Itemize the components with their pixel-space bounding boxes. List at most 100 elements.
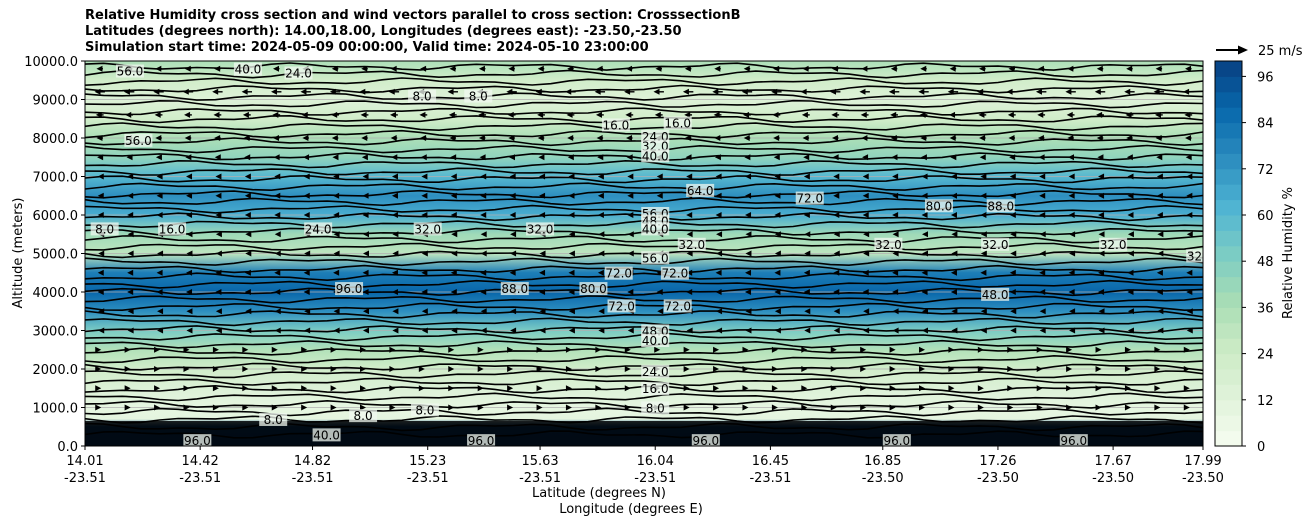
wind-vector-head [215, 231, 222, 238]
contour-label: 32.0 [527, 222, 554, 236]
wind-vector-head [97, 192, 104, 199]
wind-vector-head [127, 327, 134, 334]
contour-label: 80.0 [926, 199, 953, 213]
wind-vector-head [127, 192, 134, 199]
wind-vector-head [389, 385, 396, 392]
wind-vector-head [771, 366, 778, 372]
wind-vector-head [891, 154, 898, 161]
y-tick-label: 8000.0 [33, 132, 79, 147]
contour-label-bg [641, 149, 670, 163]
wind-vector-head [686, 173, 693, 180]
wind-vector-head [686, 269, 693, 276]
colorbar-tick-label: 24 [1257, 348, 1274, 363]
contour-label: 72.0 [796, 192, 823, 206]
y-tick-label: 7000.0 [33, 171, 79, 186]
wind-vector-head [1039, 289, 1046, 295]
wind-vector-head [1185, 154, 1192, 161]
wind-vector-head [242, 366, 249, 372]
wind-vector-head [157, 327, 164, 334]
wind-vector-head [1098, 327, 1105, 334]
wind-vector-head [684, 111, 691, 118]
contour-label-bg [183, 434, 212, 446]
wind-vector-head [654, 111, 661, 118]
wind-vector-head [330, 346, 337, 353]
contour-line [85, 77, 1203, 87]
wind-vector-head [1098, 173, 1105, 180]
wind-vector-head [539, 308, 546, 315]
colorbar-ticks: 0 12 24 36 48 60 72 84 96 [1242, 70, 1274, 455]
wind-vector-head [1127, 250, 1134, 257]
wind-vector-head [713, 366, 720, 372]
contour-label-bg [607, 299, 636, 313]
wind-vector-head [508, 135, 515, 141]
wind-vector-head [95, 385, 102, 392]
contour-label: 56.0 [125, 134, 152, 148]
colorbar-bands [1215, 61, 1242, 447]
wind-vector-head [1068, 154, 1075, 161]
wind-vector-head [539, 327, 546, 334]
wind-vector-head [390, 111, 397, 118]
wind-vector-head [244, 289, 251, 295]
y-tick-label: 2000.0 [33, 363, 79, 378]
wind-vector-head [597, 192, 604, 199]
wind-vector-head [833, 173, 840, 180]
wind-vector-head [391, 173, 398, 180]
wind-vector-head [1155, 65, 1162, 72]
wind-vector-head [124, 385, 131, 392]
wind-vector-head [830, 346, 837, 353]
x-tick-label-lat: 14.82 [294, 454, 331, 469]
wind-vector-head [1036, 404, 1043, 411]
contour-label-bg [413, 222, 442, 236]
wind-vector-head [1068, 289, 1075, 295]
wind-vector-head [477, 404, 484, 411]
wind-vector-head [391, 154, 398, 161]
wind-vector-head [1039, 327, 1046, 334]
wind-vector-head [951, 231, 958, 238]
wind-vector-head [510, 308, 517, 315]
wind-vector-head [1009, 192, 1016, 199]
x-axis: 14.01 -23.51 14.42 -23.51 14.82 -23.51 15.23 -2… [64, 446, 1224, 486]
x-tick-label-lat: 17.67 [1095, 454, 1132, 469]
wind-vector-head [568, 327, 575, 334]
contour-label: 88.0 [987, 199, 1014, 213]
wind-vector-head [154, 385, 161, 392]
wind-vector-head [598, 327, 605, 334]
contour-label: 80.0 [580, 282, 607, 296]
wind-vector-head [863, 308, 870, 315]
wind-vector-head [507, 385, 514, 392]
contour-lines [85, 62, 1203, 446]
wind-vector-head [624, 366, 631, 372]
wind-vector-head [980, 212, 987, 218]
wind-vector-head [922, 250, 928, 257]
contour-label-bg [158, 222, 187, 236]
contour-line [85, 107, 1203, 116]
wind-vector-head [1038, 154, 1045, 161]
wind-vector-head [950, 289, 957, 295]
contour-label: 64.0 [687, 184, 714, 198]
wind-vector-head [948, 404, 955, 411]
wind-vector-head [1098, 269, 1105, 276]
wind-vector-head [627, 192, 634, 199]
wind-vector-head [123, 88, 130, 95]
wind-vector-head [1098, 231, 1105, 238]
contour-label-bg [579, 282, 608, 296]
wind-vector-head [889, 366, 896, 372]
contour-line [85, 272, 1203, 282]
wind-vector-head [597, 154, 604, 161]
wind-vector-head [565, 366, 572, 372]
wind-vector-head [890, 135, 897, 141]
wind-vector-head [1098, 192, 1105, 199]
wind-vector-head [360, 404, 366, 411]
wind-vector-head [1185, 65, 1192, 72]
wind-vector-head [244, 269, 251, 276]
wind-vector-head [537, 65, 544, 72]
x-tick-label-lat: 14.01 [66, 454, 103, 469]
contour-line [85, 99, 1203, 109]
wind-vector-head [183, 366, 190, 372]
wind-vector-head [421, 308, 428, 315]
wind-vector-head [596, 65, 603, 72]
wind-vector-head [418, 366, 425, 372]
wind-vector-head [801, 111, 808, 118]
wind-vector-head [1183, 346, 1190, 353]
wind-vector-head [833, 192, 840, 199]
